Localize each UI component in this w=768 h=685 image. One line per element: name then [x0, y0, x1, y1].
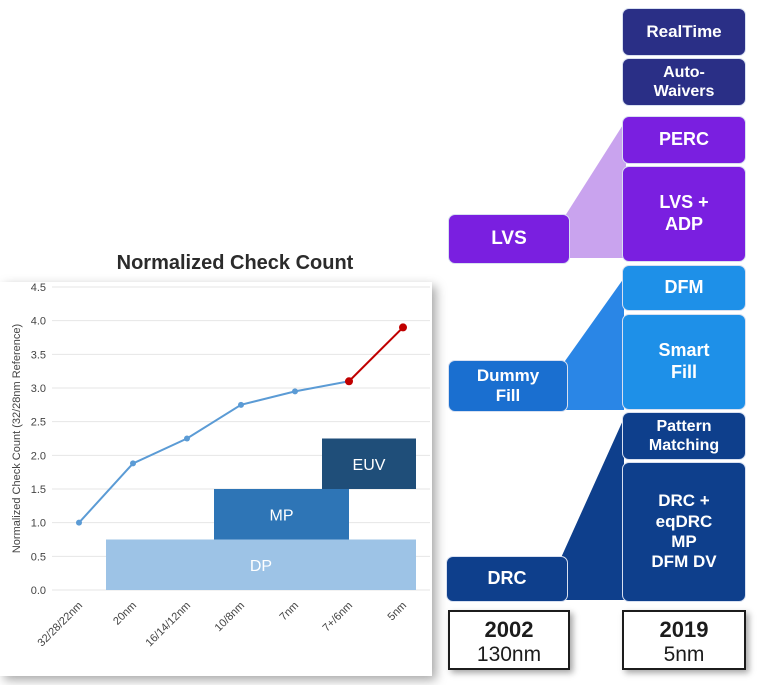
x-tick-label: 32/28/22nm [36, 600, 86, 650]
data-point [130, 460, 136, 467]
drc-stack-box: DRC + eqDRC MP DFM DV [622, 462, 746, 602]
smart-fill-box: Smart Fill [622, 314, 746, 410]
node-5nm: 5nm [663, 643, 705, 666]
year-box-2019: 2019 5nm [622, 610, 746, 670]
x-tick-label: 10/8nm [213, 600, 247, 634]
smart-fill-label: Smart Fill [658, 340, 710, 382]
node-130nm: 130nm [476, 643, 542, 666]
x-tick-label: 16/14/12nm [144, 600, 194, 650]
x-tick-label: 5nm [385, 600, 409, 624]
year-2019: 2019 [659, 617, 709, 642]
y-tick-label: 4.5 [31, 282, 46, 294]
pattern-matching-box: Pattern Matching [622, 412, 746, 460]
dfm-label: DFM [664, 277, 704, 298]
auto-waivers-box: Auto- Waivers [622, 58, 746, 106]
lvs-box: LVS [448, 214, 570, 264]
data-point [345, 377, 353, 386]
chart-title: Normalized Check Count [116, 252, 354, 274]
lvs-connector [565, 120, 626, 258]
auto-waivers-label: Auto- Waivers [653, 63, 715, 100]
y-tick-label: 0.0 [31, 585, 46, 597]
overlay-label: MP [270, 507, 294, 524]
y-tick-label: 2.5 [31, 417, 46, 429]
x-tick-label: 7nm [277, 600, 301, 624]
overlay-label: DP [250, 558, 272, 575]
year-2002: 2002 [484, 617, 534, 642]
data-point [399, 323, 407, 332]
fill-connector [560, 278, 624, 410]
lvs-adp-label: LVS + ADP [659, 192, 709, 234]
perc-box: PERC [622, 116, 746, 164]
drc-stack-label: DRC + eqDRC MP DFM DV [651, 491, 717, 572]
pattern-matching-label: Pattern Matching [648, 417, 720, 454]
overlay-label: EUV [353, 457, 386, 474]
y-tick-label: 3.0 [31, 383, 46, 395]
dummy-fill-box: Dummy Fill [448, 360, 568, 412]
dummy-fill-label: Dummy Fill [476, 365, 540, 405]
data-point [76, 519, 82, 526]
data-point [184, 435, 190, 442]
lvs-adp-box: LVS + ADP [622, 166, 746, 262]
y-tick-label: 2.0 [31, 450, 46, 462]
data-point [238, 401, 244, 408]
drc-connector [560, 418, 624, 600]
x-tick-label: 7+/6nm [320, 600, 355, 635]
series-line [78, 380, 350, 524]
x-tick-label: 20nm [111, 600, 139, 628]
data-point [292, 388, 298, 395]
perc-label: PERC [658, 129, 709, 150]
overlay-dp [106, 539, 416, 590]
y-axis-label: Normalized Check Count (32/28nm Referenc… [11, 324, 23, 553]
y-tick-label: 1.0 [31, 518, 46, 530]
overlay-mp [214, 489, 349, 540]
lvs-label: LVS [491, 227, 527, 249]
overlay-euv [322, 438, 416, 489]
y-tick-label: 1.5 [31, 484, 46, 496]
series-line [348, 326, 404, 382]
year-box-2002: 2002 130nm [448, 610, 570, 670]
realtime-box: RealTime [622, 8, 746, 56]
dfm-box: DFM [622, 265, 746, 311]
y-tick-label: 3.5 [31, 349, 46, 361]
y-tick-label: 4.0 [31, 316, 46, 328]
realtime-label: RealTime [646, 21, 722, 41]
drc-label: DRC [487, 568, 527, 589]
drc-box: DRC [446, 556, 568, 602]
y-tick-label: 0.5 [31, 551, 46, 563]
